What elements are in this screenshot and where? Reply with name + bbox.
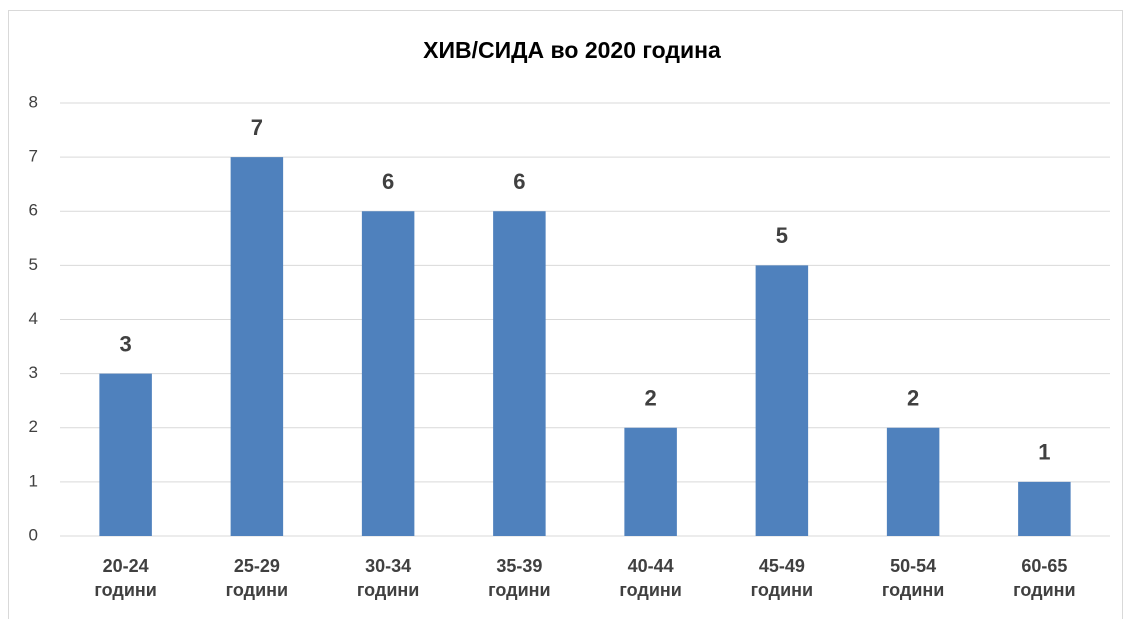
bar: [1018, 481, 1071, 536]
y-tick-label: 1: [29, 471, 38, 490]
y-tick-label: 8: [29, 92, 38, 111]
bar: [493, 211, 546, 536]
x-tick-label: 30-34 години: [356, 556, 420, 600]
y-tick-label: 2: [29, 417, 38, 436]
x-tick-label: 60-65 години: [1013, 556, 1076, 600]
bar: [99, 373, 152, 536]
x-tick-label: 45-49 години: [750, 556, 814, 600]
x-tick-label: 20-24 години: [94, 556, 157, 600]
x-tick-label: 35-39 години: [488, 556, 551, 600]
y-tick-label: 6: [29, 201, 38, 220]
y-tick-label: 4: [29, 309, 38, 328]
data-label: 6: [382, 169, 394, 194]
x-tick-label: 25-29 години: [225, 556, 289, 600]
y-tick-label: 0: [29, 525, 38, 544]
bar: [755, 265, 809, 536]
data-label: 2: [907, 386, 919, 411]
data-label: 6: [513, 169, 525, 194]
y-tick-label: 5: [29, 255, 38, 274]
chart-frame: [8, 10, 1123, 619]
data-label: 3: [120, 331, 132, 356]
bar: [886, 427, 940, 536]
x-tick-label: 40-44 години: [619, 556, 682, 600]
data-label: 1: [1038, 440, 1050, 465]
y-tick-label: 7: [29, 147, 38, 166]
y-tick-label: 3: [29, 363, 38, 382]
bar: [230, 157, 284, 536]
data-label: 5: [776, 223, 788, 248]
x-tick-label: 50-54 години: [881, 556, 945, 600]
data-label: 2: [645, 386, 657, 411]
bar: [361, 211, 415, 536]
data-label: 7: [251, 115, 263, 140]
chart-title: ХИВ/СИДА во 2020 година: [423, 37, 721, 63]
bar: [624, 427, 677, 536]
